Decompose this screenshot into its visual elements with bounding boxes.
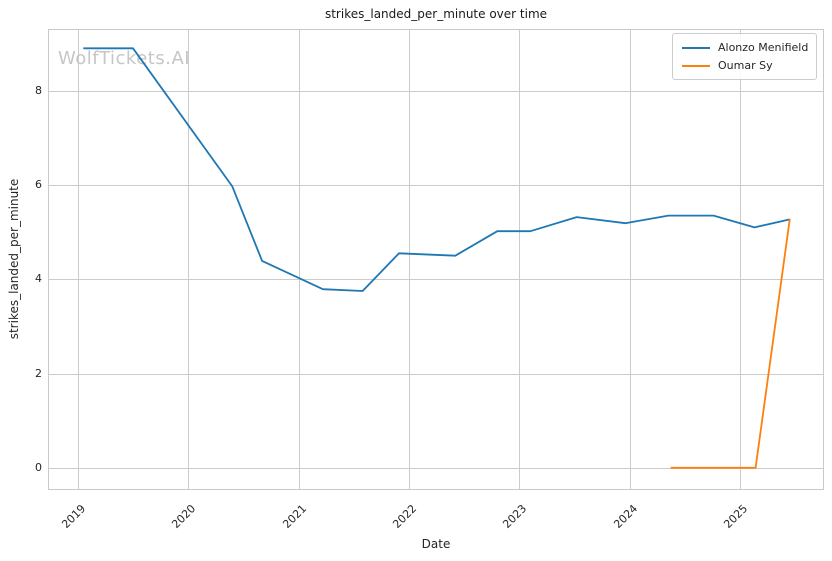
y-tick-label-2: 2 (35, 366, 42, 380)
legend-item-alonzo-menifield: Alonzo Menifield (682, 40, 809, 55)
gridlines (48, 29, 824, 489)
legend-item-oumar-sy: Oumar Sy (682, 58, 806, 73)
series-lines (83, 47, 791, 469)
legend-label: Alonzo Menifield (718, 41, 809, 54)
plot-border (48, 29, 824, 490)
y-tick-label-4: 4 (35, 272, 42, 286)
chart-title: strikes_landed_per_minute over time (324, 7, 548, 21)
legend: Alonzo Menifield Oumar Sy (672, 33, 817, 80)
series-line-oumar-sy (670, 218, 791, 469)
legend-line-swatch-blue (682, 46, 710, 49)
x-axis-label: Date (421, 537, 451, 551)
y-tick-label-6: 6 (35, 178, 42, 191)
y-tick-label-8: 8 (35, 83, 42, 97)
series-line-alonzo-menifield (83, 47, 790, 292)
watermark-text: WolfTickets.AI (58, 48, 190, 69)
legend-label: Oumar Sy (718, 59, 773, 72)
y-tick-label-0: 0 (35, 460, 42, 474)
legend-line-swatch-orange (682, 64, 710, 67)
